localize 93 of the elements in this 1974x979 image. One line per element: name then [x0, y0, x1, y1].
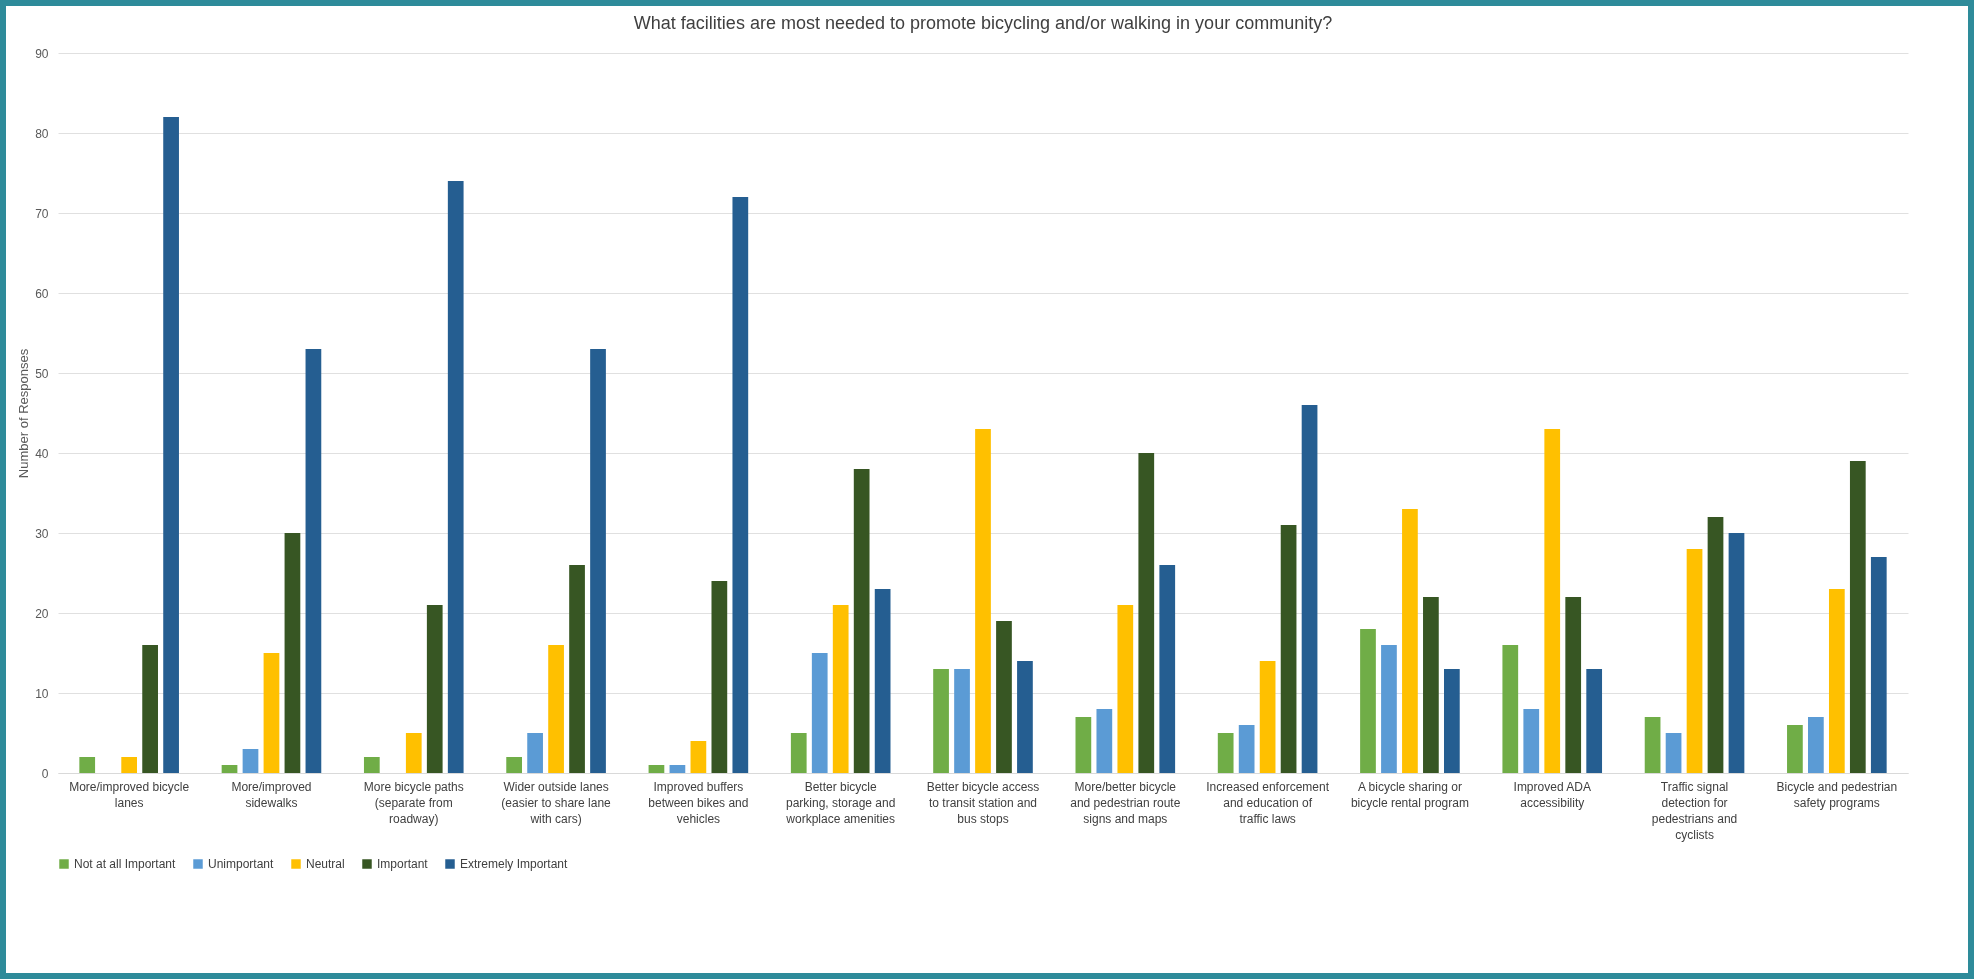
bar [405, 733, 422, 773]
bar [874, 589, 891, 773]
bar [1138, 453, 1155, 773]
bar [1787, 725, 1803, 773]
bar [284, 533, 301, 773]
bar [1423, 597, 1439, 773]
y-tick-label: 50 [35, 366, 49, 381]
bar [1159, 565, 1176, 773]
x-tick-label: More/better bicycle and pedestrian route signs and maps [1070, 779, 1181, 826]
y-axis-title: Number of Responses [16, 348, 32, 479]
bar [142, 645, 158, 773]
bar [263, 653, 280, 773]
x-tick-label: Increased enforcement and education of traffic laws [1206, 779, 1330, 826]
y-tick-label: 0 [41, 766, 49, 781]
bar [1728, 533, 1745, 773]
bar [1544, 429, 1561, 773]
bar [1665, 733, 1682, 773]
bar [954, 669, 970, 773]
x-tick-label: Traffic signal detection for pedestrians and cyclists [1651, 779, 1738, 842]
y-tick-label: 70 [35, 206, 49, 221]
y-tick-label: 90 [35, 46, 49, 61]
bar [1686, 549, 1703, 773]
y-tick-label: 10 [35, 686, 49, 701]
bar [975, 429, 991, 773]
bar [790, 733, 807, 773]
bar [305, 349, 322, 773]
bar [506, 757, 522, 773]
bar [1828, 589, 1845, 773]
bar [1280, 525, 1297, 773]
bar [1301, 405, 1318, 773]
bar [933, 669, 949, 773]
legend-label: Unimportant [208, 857, 275, 871]
bar [527, 733, 543, 773]
x-tick-label: Wider outside lanes (easier to share lane with cars) [501, 779, 612, 826]
bar [242, 749, 259, 773]
bar [221, 765, 238, 773]
bar [121, 757, 138, 773]
y-tick-label: 30 [35, 526, 49, 541]
bar [363, 757, 380, 773]
bar [1075, 717, 1092, 773]
bar [1808, 717, 1824, 773]
x-tick-label: More/improved bicycle lanes [69, 779, 190, 810]
bar [1017, 661, 1033, 773]
bar [1117, 605, 1134, 773]
y-tick-label: 60 [35, 286, 49, 301]
bar [1586, 669, 1603, 773]
chart-title: What facilities are most needed to promote bicycling and/or walking in your community? [633, 13, 1333, 33]
bar [163, 117, 179, 773]
bar [426, 605, 443, 773]
bar [569, 565, 585, 773]
x-tick-label: A bicycle sharing or bicycle rental program [1350, 779, 1469, 810]
bar [1870, 557, 1887, 773]
y-tick-label: 20 [35, 606, 49, 621]
x-tick-label: Improved buffers between bikes and vehicles [648, 779, 749, 826]
bar [1849, 461, 1866, 773]
bar [853, 469, 870, 773]
y-tick-label: 80 [35, 126, 49, 141]
bar [1259, 661, 1276, 773]
bar [1360, 629, 1376, 773]
bar [1381, 645, 1397, 773]
bar [590, 349, 606, 773]
legend-label: Not at all Important [74, 857, 177, 871]
bar [1644, 717, 1661, 773]
x-tick-label: Bicycle and pedestrian safety programs [1776, 779, 1898, 810]
bar [1402, 509, 1418, 773]
bar [690, 741, 707, 773]
bar [669, 765, 686, 773]
legend-label: Important [377, 857, 429, 871]
x-tick-label: More/improved sidewalks [231, 779, 312, 810]
bar [711, 581, 728, 773]
y-tick-label: 40 [35, 446, 49, 461]
bar [79, 757, 96, 773]
legend-label: Extremely Important [460, 857, 569, 871]
bar [832, 605, 849, 773]
bar [1502, 645, 1519, 773]
bar [1217, 733, 1234, 773]
x-tick-label: Improved ADA accessibility [1513, 779, 1591, 810]
bar [996, 621, 1012, 773]
bar [1523, 709, 1540, 773]
x-tick-label: Better bicycle access to transit station and bus stops [926, 779, 1040, 826]
bar [811, 653, 828, 773]
bar [732, 197, 749, 773]
bar [548, 645, 564, 773]
bar [1707, 517, 1724, 773]
bar [648, 765, 665, 773]
legend-label: Neutral [306, 857, 345, 871]
bar [1565, 597, 1582, 773]
bar [1238, 725, 1255, 773]
x-tick-label: Better bicycle parking, storage and workplace amenities [785, 779, 896, 826]
x-tick-label: More bicycle paths (separate from roadway) [363, 779, 464, 826]
bar [447, 181, 464, 773]
bar [1096, 709, 1113, 773]
bar [1444, 669, 1460, 773]
